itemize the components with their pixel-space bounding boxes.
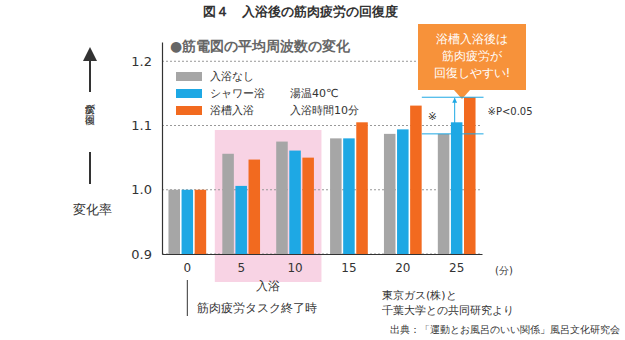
- bar: [438, 134, 450, 254]
- bar: [464, 97, 476, 254]
- legend-label: 浴槽入浴: [210, 104, 254, 117]
- y-tick-label: 1.1: [131, 118, 152, 133]
- x-tick-label: 25: [449, 261, 464, 275]
- significance-note: ※P<0.05: [488, 106, 533, 117]
- significance-line: [422, 97, 484, 98]
- x-unit: (分): [495, 265, 513, 276]
- grid-line: [162, 125, 482, 126]
- bar: [384, 134, 396, 254]
- grid: [162, 61, 482, 254]
- x-tick: 0: [183, 254, 191, 275]
- y-axis-line: [162, 43, 163, 255]
- x-tick-label: 5: [237, 261, 245, 275]
- legend-swatch: [176, 72, 202, 81]
- y-tick: 1.1: [131, 118, 162, 133]
- baseline-bracket: [187, 280, 188, 316]
- legend-label: シャワー浴: [210, 87, 265, 100]
- bar: [302, 158, 314, 254]
- source: 出典：「運動とお風呂のいい関係」風呂文化研究会: [390, 324, 620, 335]
- bar: [249, 160, 261, 254]
- x-tick: 25: [449, 254, 464, 275]
- grid-line: [162, 254, 482, 255]
- y-arrow: [89, 54, 91, 92]
- significance-line: [422, 133, 484, 134]
- callout-text: 浴槽入浴後は: [436, 32, 508, 46]
- bar: [410, 106, 422, 254]
- research-note: 千葉大学との共同研究より: [382, 304, 514, 317]
- bars: [168, 97, 475, 254]
- grid-line: [162, 189, 482, 190]
- x-tick-label: 20: [395, 261, 410, 275]
- research-note: 東京ガス(株)と: [382, 289, 457, 302]
- y-tick: 1.0: [131, 182, 162, 197]
- x-tick-label: 10: [287, 261, 302, 275]
- x-tick: 10: [287, 254, 302, 275]
- condition: 湯温40℃: [290, 87, 338, 100]
- y-tick: 0.9: [131, 247, 162, 262]
- bar: [397, 129, 409, 254]
- y-unit: 変化率: [73, 202, 112, 217]
- callout-text: 回復しやすい!: [434, 66, 511, 80]
- legend-label: 入浴なし: [210, 70, 254, 83]
- significance-mark: ※: [428, 110, 437, 123]
- x-axis: 0 5 10 15 20 25: [163, 254, 483, 275]
- significance: [422, 97, 484, 134]
- title: 図４ 入浴後の筋肉疲労の回復度: [203, 4, 398, 19]
- y-axis: 0.9 1.0 1.1 1.2: [131, 43, 162, 262]
- callout-box: [418, 24, 526, 90]
- bar: [356, 122, 368, 254]
- legend: 入浴なしシャワー浴浴槽入浴: [176, 70, 265, 117]
- bar: [235, 186, 247, 254]
- y-tick-label: 0.9: [131, 247, 152, 262]
- chart-container: 0.9 1.0 1.1 1.2 0 5 10 15 20 25 図４ 入浴後の筋肉疲労の回復度 ●筋電…: [0, 0, 625, 340]
- y-tick-label: 1.2: [131, 54, 152, 69]
- chart-svg: 0.9 1.0 1.1 1.2 0 5 10 15 20 25 図４ 入浴後の筋肉疲労の回復度 ●筋電…: [0, 0, 625, 340]
- x-tick-label: 0: [183, 261, 191, 275]
- y-arrow-tail: [89, 152, 91, 184]
- y-tick: 1.2: [131, 54, 162, 69]
- bath-period-band: [215, 130, 322, 282]
- bar: [289, 151, 301, 254]
- bath-period-label: 入浴: [256, 279, 280, 293]
- subtitle: ●筋電図の平均周波数の変化: [170, 38, 351, 54]
- callout-text: 筋肉疲労が: [442, 49, 503, 63]
- significance-arrow: [454, 98, 455, 133]
- bar: [451, 122, 463, 254]
- bar: [343, 138, 355, 254]
- bar: [330, 138, 342, 254]
- y-label: 疲労が回復: [84, 96, 96, 126]
- condition: 入浴時間10分: [290, 104, 359, 117]
- x-tick: 5: [237, 254, 245, 275]
- x-tick: 15: [341, 254, 356, 275]
- bar: [276, 142, 288, 254]
- legend-swatch: [176, 89, 202, 98]
- x-tick-label: 15: [341, 261, 356, 275]
- bar: [182, 190, 194, 254]
- baseline-note: 筋肉疲労タスク終了時: [197, 301, 317, 315]
- x-tick: 20: [395, 254, 410, 275]
- y-tick-label: 1.0: [131, 182, 152, 197]
- bar: [168, 190, 180, 254]
- x-axis-line: [163, 254, 483, 255]
- legend-swatch: [176, 106, 202, 115]
- bar: [222, 154, 234, 254]
- bar: [195, 190, 207, 254]
